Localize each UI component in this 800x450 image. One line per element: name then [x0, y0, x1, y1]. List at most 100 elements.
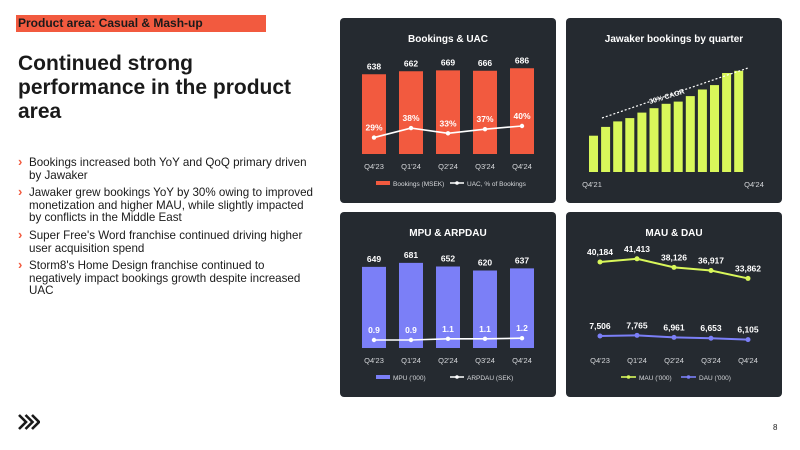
bar [661, 103, 671, 172]
bar [362, 266, 386, 348]
legend-label: UAC, % of Bookings [467, 181, 527, 188]
line-point [519, 123, 525, 129]
legend-label: DAU ('000) [699, 375, 731, 382]
line-point [634, 256, 640, 262]
bar [399, 262, 423, 348]
bar [436, 70, 460, 154]
line-value-label: 1.2 [516, 323, 528, 333]
bullet-item: Bookings increased both YoY and QoQ prim… [18, 156, 318, 182]
mau-dau-svg: MAU & DAU 40,184 41,413 38,126 36,917 33,862 7… [587, 228, 761, 382]
line-value-label: 33% [439, 118, 456, 128]
bar [436, 266, 460, 348]
x-tick-label: Q1'24 [627, 356, 647, 365]
line-value-label: 33,862 [735, 263, 761, 273]
legend-line-marker [626, 375, 631, 379]
line-point [671, 334, 677, 340]
page-title: Continued strong performance in the prod… [18, 52, 292, 123]
x-tick-label: Q4'24 [512, 356, 532, 365]
product-area-tag: Product area: Casual & Mash-up [16, 15, 266, 32]
line-point [445, 131, 451, 136]
line-value-label: 38,126 [661, 252, 687, 262]
line-point [482, 126, 488, 132]
line-point [445, 336, 451, 341]
line-value-label: 7,506 [589, 321, 611, 331]
legend-label: MPU ('000) [393, 375, 426, 382]
legend-label: Bookings (MSEK) [393, 181, 444, 188]
x-tick-label: Q4'24 [512, 162, 532, 171]
mpu-arpdau-chart: MPU & ARPDAU 649 Q4'23 681 Q1'24 652 Q2'24 620 Q… [340, 212, 556, 397]
bar [510, 268, 534, 348]
line-value-label: 40% [513, 111, 530, 121]
bar [399, 71, 423, 154]
bar [589, 135, 598, 172]
legend-bar-swatch [376, 375, 390, 379]
legend-line-marker [686, 375, 691, 379]
line-point [482, 336, 488, 341]
bar [473, 270, 497, 348]
x-tick-label: Q1'24 [401, 356, 421, 365]
chart-title: MPU & ARPDAU [409, 228, 486, 239]
bar [685, 96, 695, 172]
x-tick-label: Q4'23 [364, 162, 384, 171]
bar [510, 68, 534, 154]
x-tick-label: Q4'24 [744, 180, 764, 189]
x-tick-label: Q2'24 [438, 356, 458, 365]
bar-value-label: 638 [367, 61, 381, 71]
mau-dau-chart: MAU & DAU 40,184 41,413 38,126 36,917 33,862 7… [566, 212, 782, 397]
line-value-label: 7,765 [626, 320, 648, 330]
legend-line-marker [455, 181, 459, 185]
line-point [745, 337, 751, 343]
line-point [708, 335, 714, 341]
bookings-uac-chart: Bookings & UAC 638 Q4'23 662 Q1'24 669 Q2'24 66… [340, 18, 556, 203]
legend-bar-swatch [376, 181, 390, 185]
legend-label: ARPDAU (SEK) [467, 375, 513, 382]
line-value-label: 36,917 [698, 255, 724, 265]
line-point [745, 275, 751, 281]
line-point [408, 337, 414, 343]
cagr-trend-line [601, 67, 749, 119]
bar [710, 85, 719, 172]
mpu-arpdau-svg: MPU & ARPDAU 649 Q4'23 681 Q1'24 652 Q2'24 620 Q… [362, 228, 534, 382]
legend-line-marker [455, 375, 459, 379]
bar [722, 73, 732, 172]
line-value-label: 29% [365, 123, 382, 133]
bar [362, 74, 386, 154]
line-value-label: 6,105 [737, 325, 759, 335]
x-tick-label: Q3'24 [475, 162, 495, 171]
x-tick-label: Q4'23 [590, 356, 610, 365]
bar-value-label: 637 [515, 255, 529, 265]
bullet-item: Storm8's Home Design franchise continued… [18, 259, 318, 298]
line-point [708, 267, 714, 273]
line-point [371, 337, 377, 343]
bar [734, 70, 744, 172]
bar-value-label: 652 [441, 254, 455, 264]
line-value-label: 6,653 [700, 323, 722, 333]
line-value-label: 6,961 [663, 322, 685, 332]
bar [637, 112, 647, 172]
x-tick-label: Q4'23 [364, 356, 384, 365]
line-point [371, 135, 377, 140]
chart-title: MAU & DAU [645, 228, 702, 239]
bar-value-label: 686 [515, 55, 529, 65]
x-tick-label: Q4'24 [738, 356, 758, 365]
bar [697, 89, 707, 172]
line-value-label: 37% [476, 114, 493, 124]
bar-value-label: 681 [404, 250, 418, 260]
x-tick-label: Q1'24 [401, 162, 421, 171]
jawaker-bookings-chart: Jawaker bookings by quarter 30% CAGR Q4'21… [566, 18, 782, 203]
bar-value-label: 620 [478, 258, 492, 268]
line-value-label: 38% [402, 113, 419, 123]
legend-label: MAU ('000) [639, 375, 672, 382]
line-value-label: 0.9 [405, 325, 417, 335]
bar-value-label: 662 [404, 58, 418, 68]
x-tick-label: Q2'24 [664, 356, 684, 365]
x-tick-label: Q4'21 [582, 180, 602, 189]
line-point [519, 336, 525, 341]
x-tick-label: Q3'24 [475, 356, 495, 365]
line-value-label: 1.1 [442, 324, 454, 334]
bar [673, 101, 683, 172]
bullet-item: Super Free's Word franchise continued dr… [18, 229, 318, 255]
bar [649, 108, 659, 172]
bar [473, 70, 497, 154]
